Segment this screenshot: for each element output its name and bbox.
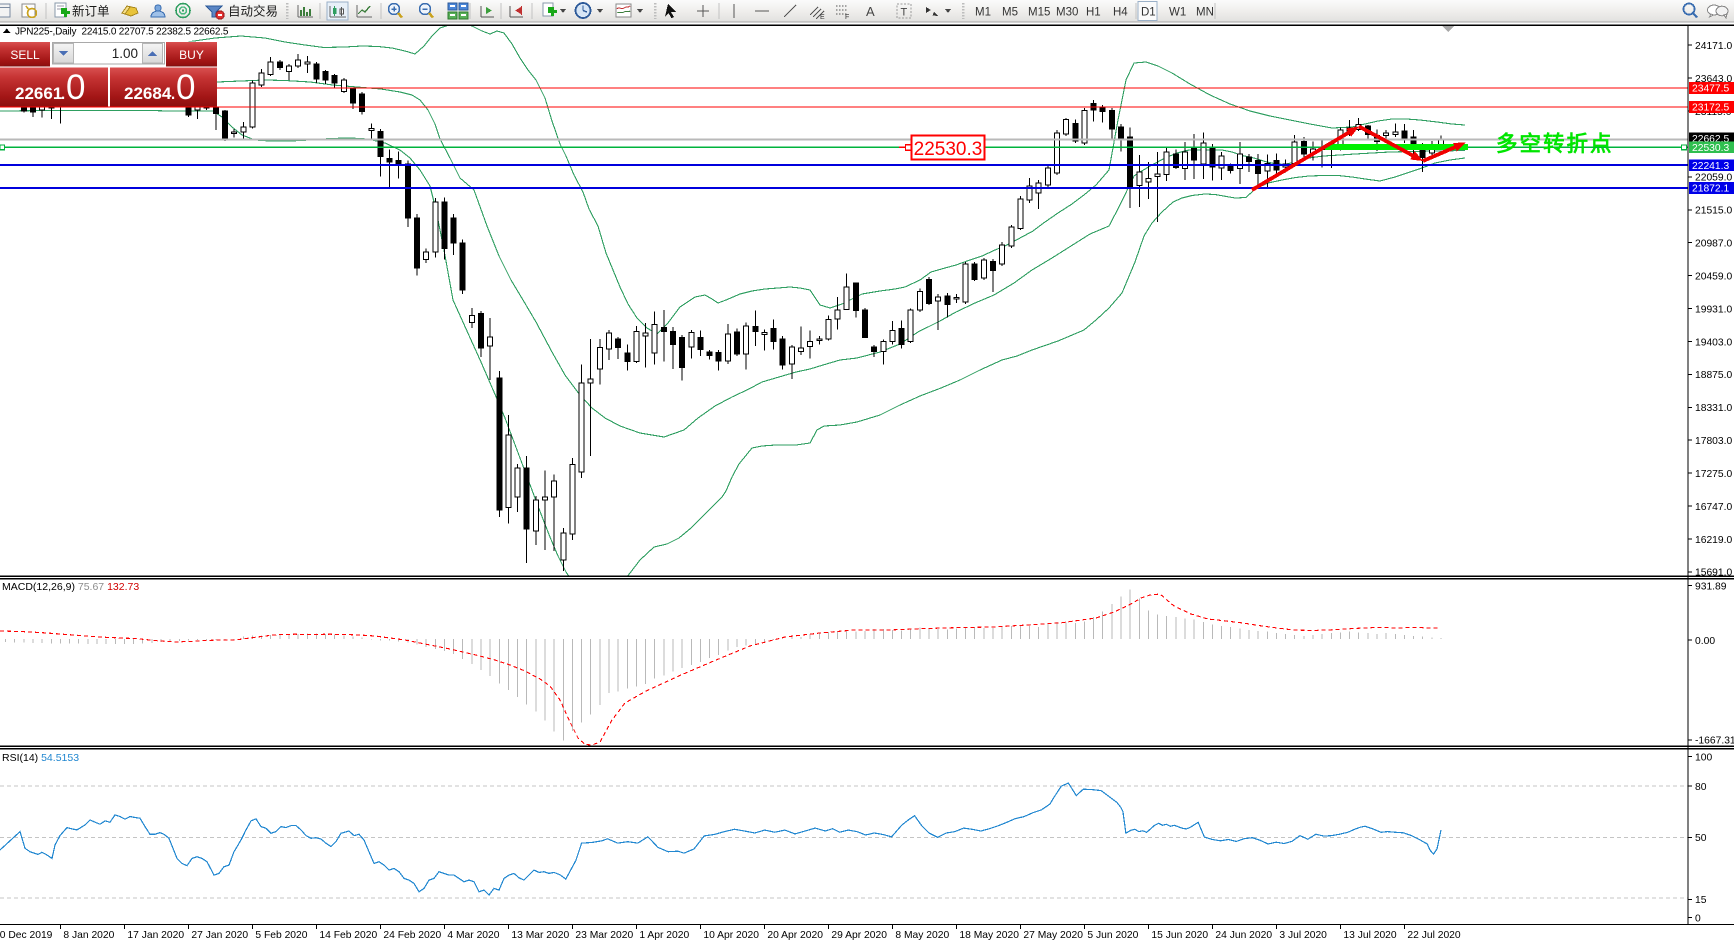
svg-text:M30: M30 [1056, 7, 1078, 19]
svg-text:-1667.31: -1667.31 [1695, 736, 1734, 747]
svg-text:.: . [60, 79, 66, 104]
svg-text:16219.0: 16219.0 [1695, 535, 1732, 546]
svg-text:27 Jan 2020: 27 Jan 2020 [191, 930, 248, 941]
svg-text:M1: M1 [975, 7, 991, 19]
svg-text:21515.0: 21515.0 [1695, 206, 1732, 217]
svg-text:22 Jul 2020: 22 Jul 2020 [1407, 930, 1461, 941]
svg-text:H4: H4 [1113, 7, 1128, 19]
svg-text:A: A [866, 4, 875, 19]
svg-text:22530.3: 22530.3 [1692, 143, 1729, 154]
svg-text:22241.3: 22241.3 [1692, 161, 1729, 172]
svg-text:22684: 22684 [124, 84, 172, 103]
svg-text:RSI(14) 54.5153: RSI(14) 54.5153 [2, 752, 79, 764]
svg-text:22662.5: 22662.5 [1692, 134, 1729, 145]
svg-text:24 Jun 2020: 24 Jun 2020 [1215, 930, 1272, 941]
svg-text:24 Feb 2020: 24 Feb 2020 [383, 930, 441, 941]
svg-text:20987.0: 20987.0 [1695, 239, 1732, 250]
svg-text:MACD(12,26,9) 75.67 132.73: MACD(12,26,9) 75.67 132.73 [2, 581, 139, 593]
svg-text:13 Jul 2020: 13 Jul 2020 [1343, 930, 1397, 941]
svg-text:T: T [901, 7, 908, 19]
svg-text:23 Mar 2020: 23 Mar 2020 [575, 930, 633, 941]
svg-text:50: 50 [1695, 833, 1707, 844]
svg-text:20 Apr 2020: 20 Apr 2020 [767, 930, 823, 941]
svg-text:22661: 22661 [15, 84, 62, 103]
svg-text:17275.0: 17275.0 [1695, 469, 1732, 480]
svg-text:新订单: 新订单 [72, 4, 110, 19]
svg-text:29 Apr 2020: 29 Apr 2020 [831, 930, 887, 941]
svg-text:5 Feb 2020: 5 Feb 2020 [255, 930, 307, 941]
svg-text:21872.1: 21872.1 [1692, 184, 1729, 195]
svg-text:18 May 2020: 18 May 2020 [959, 930, 1019, 941]
svg-text:D1: D1 [1141, 7, 1156, 19]
svg-text:MN: MN [1196, 7, 1214, 19]
svg-text:23643.0: 23643.0 [1695, 74, 1732, 85]
svg-text:4 Mar 2020: 4 Mar 2020 [447, 930, 499, 941]
svg-text:W1: W1 [1169, 7, 1186, 19]
svg-text:23172.5: 23172.5 [1692, 103, 1729, 114]
svg-text:0.00: 0.00 [1695, 636, 1715, 647]
svg-text:30 Dec 2019: 30 Dec 2019 [0, 930, 53, 941]
svg-text:16747.0: 16747.0 [1695, 502, 1732, 513]
svg-text:0: 0 [176, 68, 195, 107]
svg-text:M15: M15 [1028, 7, 1050, 19]
svg-text:8 May 2020: 8 May 2020 [895, 930, 949, 941]
svg-text:27 May 2020: 27 May 2020 [1023, 930, 1083, 941]
svg-text:22530.3: 22530.3 [914, 139, 983, 160]
svg-text:17 Jan 2020: 17 Jan 2020 [127, 930, 184, 941]
svg-text:F: F [845, 14, 849, 21]
svg-text:10 Apr 2020: 10 Apr 2020 [703, 930, 759, 941]
svg-text:15: 15 [1695, 895, 1707, 906]
svg-text:1.00: 1.00 [112, 46, 138, 61]
svg-text:1 Apr 2020: 1 Apr 2020 [639, 930, 689, 941]
svg-text:15 Jun 2020: 15 Jun 2020 [1151, 930, 1208, 941]
svg-text:SELL: SELL [10, 48, 40, 62]
svg-text:18331.0: 18331.0 [1695, 403, 1732, 414]
svg-text:24171.0: 24171.0 [1695, 41, 1732, 52]
svg-text:BUY: BUY [179, 48, 204, 62]
svg-text:5 Jun 2020: 5 Jun 2020 [1087, 930, 1138, 941]
svg-text:8 Jan 2020: 8 Jan 2020 [63, 930, 114, 941]
svg-text:自动交易: 自动交易 [228, 4, 278, 19]
svg-text:19931.0: 19931.0 [1695, 304, 1732, 315]
svg-text:20459.0: 20459.0 [1695, 271, 1732, 282]
svg-text:多空转折点: 多空转折点 [1496, 131, 1614, 156]
svg-text:E: E [820, 14, 825, 21]
svg-text:13 Mar 2020: 13 Mar 2020 [511, 930, 569, 941]
svg-text:100: 100 [1695, 752, 1712, 763]
svg-text:19403.0: 19403.0 [1695, 337, 1732, 348]
svg-text:18875.0: 18875.0 [1695, 370, 1732, 381]
svg-text:17803.0: 17803.0 [1695, 436, 1732, 447]
svg-text:.: . [170, 79, 176, 104]
svg-text:3 Jul 2020: 3 Jul 2020 [1279, 930, 1327, 941]
svg-text:M5: M5 [1002, 7, 1018, 19]
svg-text:14 Feb 2020: 14 Feb 2020 [319, 930, 377, 941]
svg-text:0: 0 [66, 68, 85, 107]
svg-text:0: 0 [1695, 914, 1701, 925]
svg-text:JPN225-,Daily 22415.0 22707.5: JPN225-,Daily 22415.0 22707.5 22382.5 22… [15, 27, 229, 38]
svg-text:80: 80 [1695, 782, 1707, 793]
svg-text:H1: H1 [1086, 7, 1101, 19]
svg-text:23477.5: 23477.5 [1692, 84, 1729, 95]
svg-text:15691.0: 15691.0 [1695, 568, 1732, 579]
svg-text:931.89: 931.89 [1695, 581, 1727, 592]
svg-text:22059.0: 22059.0 [1695, 173, 1732, 184]
